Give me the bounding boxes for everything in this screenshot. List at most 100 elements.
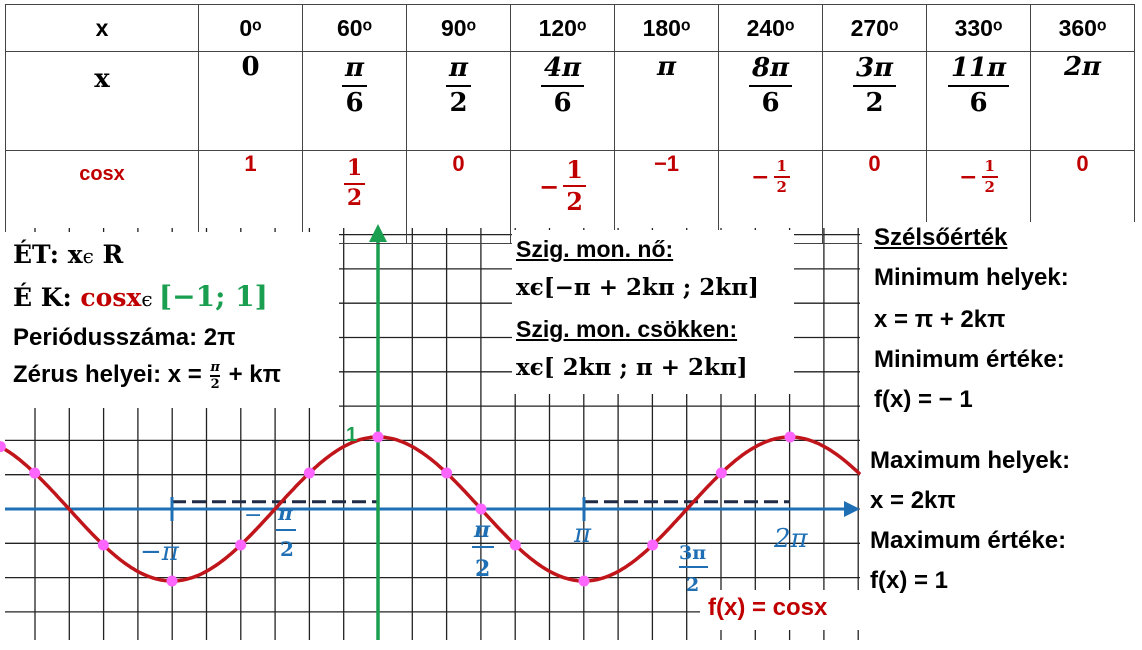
y-tick-label-1: 1 <box>346 424 357 446</box>
rad-num: 8π <box>751 53 790 83</box>
deg-cell: 0ᵒ <box>198 4 303 52</box>
zeros-den: 2 <box>210 376 220 392</box>
x-label-half-pi-den: 2 <box>475 556 490 582</box>
cos-value: 0 <box>1076 151 1089 176</box>
zeros-num: π <box>210 360 220 375</box>
max-value: f(x) = 1 <box>870 567 949 594</box>
sample-point <box>578 575 590 587</box>
rad-den: 2 <box>449 87 468 118</box>
range-line: É K: cosxϵ [−1; 1] <box>13 280 268 313</box>
x-label-two-pi: 2π <box>773 524 809 554</box>
rad-den: 6 <box>345 87 364 118</box>
max-value-label: Maximum értéke: <box>870 527 1067 554</box>
element-of-symbol: ϵ <box>141 287 159 311</box>
rad-cell: 3π 2 <box>822 51 927 151</box>
cos-sign: − <box>751 163 770 190</box>
domain-label: ÉT: x <box>13 240 83 269</box>
cos-cell: −1 <box>614 150 719 244</box>
x-label-neg-half-pi-sign: − <box>244 503 262 528</box>
cos-cell: 0 <box>406 150 511 244</box>
monotonicity-box: Szig. mon. nő: xϵ[−π + 2kπ ; 2kπ] Szig. … <box>512 230 794 394</box>
rad-den: 6 <box>761 87 780 118</box>
sample-point <box>166 575 178 587</box>
sample-point <box>372 431 384 443</box>
zeros-suffix: + kπ <box>221 361 282 389</box>
x-label-half-pi-num: π <box>473 517 491 543</box>
range-label: É K: <box>13 283 81 312</box>
cos-cell: −1 2 <box>718 150 823 244</box>
rad-value: 2π <box>1063 52 1102 82</box>
sample-point <box>0 441 6 453</box>
cos-sign: − <box>959 163 978 190</box>
function-label: f(x) = cosx <box>708 594 828 621</box>
rad-num: 4π <box>543 53 582 83</box>
rad-cell: 4π 6 <box>510 51 615 151</box>
rad-value: 0 <box>241 52 260 82</box>
deg-cell: 360ᵒ <box>1030 4 1135 52</box>
extremum-title: Szélsőérték <box>874 224 1008 251</box>
sample-point <box>235 539 247 551</box>
min-places-value: x = π + 2kπ <box>874 306 1006 333</box>
row-label-cos: cosx <box>5 150 199 244</box>
sample-point <box>647 539 659 551</box>
rad-value: π <box>656 52 677 82</box>
sample-point <box>97 539 109 551</box>
decreasing-title: Szig. mon. csökken: <box>516 316 738 342</box>
row-label-degrees: x <box>5 4 199 52</box>
cos-cell: 0 <box>822 150 927 244</box>
x-label-pi: π <box>573 519 592 549</box>
deg-cell: 90ᵒ <box>406 4 511 52</box>
deg-cell: 270ᵒ <box>822 4 927 52</box>
increasing-title: Szig. mon. nő: <box>516 236 674 262</box>
x-label-neg-half-pi-den: 2 <box>280 537 294 561</box>
cos-cell: 1 <box>198 150 303 244</box>
function-label-box: f(x) = cosx <box>700 590 860 630</box>
domain-set: R <box>102 240 124 269</box>
axis-labels: 1 −π − π 2 π 2 π 3π 2 2π <box>140 424 809 596</box>
sample-point <box>441 467 453 479</box>
x-axis-arrow <box>844 501 860 517</box>
rad-cell: 2π <box>1030 51 1135 151</box>
cos-value: −1 <box>653 151 680 176</box>
sample-point <box>303 467 315 479</box>
rad-den: 6 <box>969 87 988 118</box>
min-value: f(x) = − 1 <box>874 386 973 413</box>
sample-point <box>509 539 521 551</box>
zeros-prefix: Zérus helyei: x = <box>13 361 209 389</box>
cos-num: 1 <box>984 157 995 175</box>
rad-cell: 11π 6 <box>926 51 1031 151</box>
min-places-label: Minimum helyek: <box>874 264 1069 291</box>
domain-line: ÉT: xϵ R <box>13 240 123 269</box>
x-label-neg-pi: −π <box>140 537 180 567</box>
cos-den: 2 <box>346 184 363 211</box>
cos-num: 1 <box>566 155 583 184</box>
x-label-three-half-pi-num: 3π <box>679 542 706 564</box>
min-value-label: Minimum értéke: <box>874 346 1065 373</box>
rad-cell: π <box>614 51 719 151</box>
extremum-box: Szélsőérték Minimum helyek: x = π + 2kπ … <box>862 222 1142 650</box>
cos-den: 2 <box>776 177 787 196</box>
cos-sign: − <box>539 171 560 201</box>
deg-cell: 330ᵒ <box>926 4 1031 52</box>
cos-den: 2 <box>984 177 995 196</box>
cos-value: 0 <box>868 151 881 176</box>
range-function: cosx <box>80 283 142 312</box>
row-label-radians: x <box>5 51 199 151</box>
rad-cell: 8π 6 <box>718 51 823 151</box>
period-line: Periódusszáma: 2π <box>13 324 236 351</box>
rad-num: 3π <box>855 53 894 83</box>
sample-point <box>715 467 727 479</box>
decreasing-interval: xϵ[ 2kπ ; π + 2kπ] <box>516 354 748 381</box>
x-label-neg-half-pi-num: π <box>277 501 293 525</box>
deg-cell: 240ᵒ <box>718 4 823 52</box>
cos-value: 0 <box>452 151 465 176</box>
element-of-symbol: ϵ <box>82 244 94 268</box>
rad-num: 11π <box>950 53 1007 83</box>
cos-den: 2 <box>566 187 583 216</box>
max-places-label: Maximum helyek: <box>870 447 1071 474</box>
